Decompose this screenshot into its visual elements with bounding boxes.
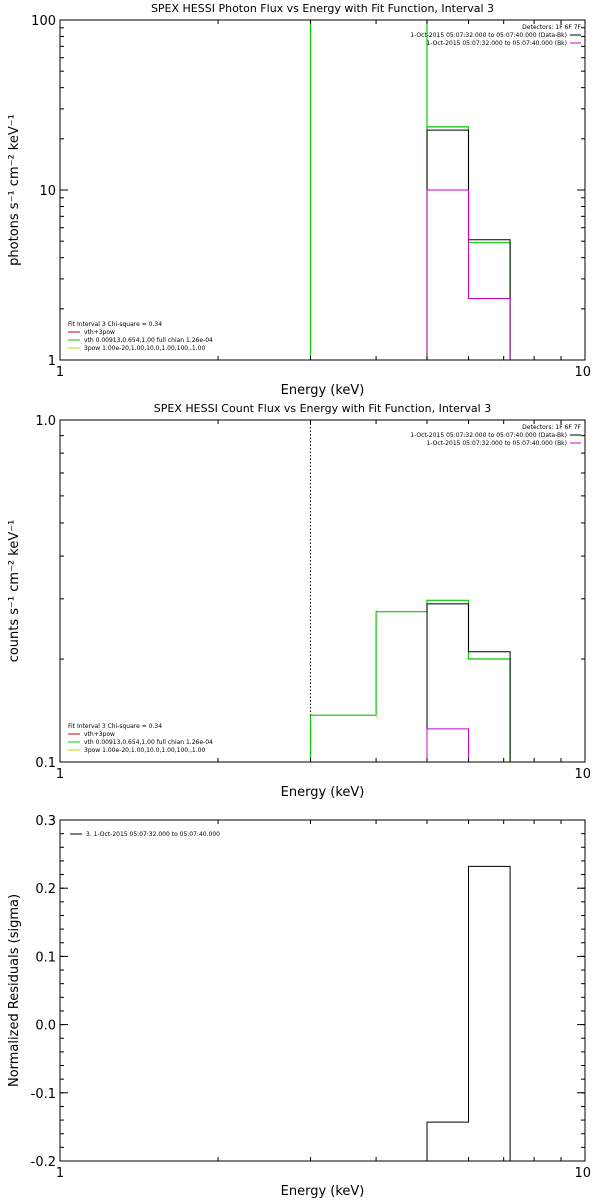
series-line-4 — [426, 129, 511, 360]
series-line-5 — [426, 189, 511, 360]
chart-panel-3: 1 10 -0.2 -0.1 0.0 0.1 0.2 0.3 Energy (keV) Norma… — [7, 814, 591, 1199]
y-tick-label: -0.1 — [31, 1087, 56, 1102]
y-tick-label: 1 — [48, 354, 56, 369]
series-line-1 — [426, 865, 511, 1161]
legend-header: Detectors: 1F 6F 7F — [522, 424, 581, 431]
y-axis-label: Normalized Residuals (sigma) — [7, 894, 22, 1087]
x-axis-label: Energy (keV) — [281, 785, 365, 800]
y-tick-label: 0.1 — [35, 756, 56, 771]
y-tick-label: 0.2 — [35, 882, 56, 897]
legend-entry-label: 1-Oct-2015 05:07:32.000 to 05:07:40.000 … — [427, 440, 568, 447]
legend-top-right: Detectors: 1F 6F 7F1-Oct-2015 05:07:32.0… — [410, 424, 581, 447]
legend-entry-label: 3. 1-Oct-2015 05:07:32.000 to 05:07:40.0… — [86, 831, 220, 838]
y-tick-label: 0.3 — [35, 814, 56, 829]
legend-bottom-left: Fit Interval 3 Chi-square = 0.34vth+3pow… — [68, 321, 213, 352]
plot-frame — [59, 419, 586, 763]
x-tick-label: 10 — [574, 365, 591, 380]
y-tick-label: 0.1 — [35, 950, 56, 965]
y-axis-label: counts s⁻¹ cm⁻² keV⁻¹ — [7, 520, 22, 663]
legend-entry-label: vth 0.00913,0.654,1.00 full chian 1.26e-… — [84, 337, 213, 344]
x-tick-label: 10 — [574, 1166, 591, 1181]
x-axis-label: Energy (keV) — [281, 383, 365, 398]
legend-entry-label: vth+3pow — [84, 731, 115, 738]
x-tick-label: 1 — [56, 1166, 64, 1181]
x-tick-label: 1 — [56, 767, 64, 782]
legend-entry-label: 3pow 1.00e-20,1.00,10.0,1.00,100.,1.00 — [84, 345, 205, 352]
legend-bottom-left: Fit Interval 3 Chi-square = 0.34vth+3pow… — [68, 723, 213, 754]
series-line-2 — [426, 603, 511, 762]
legend-header: Fit Interval 3 Chi-square = 0.34 — [68, 321, 162, 328]
y-tick-label: 0.0 — [35, 1019, 56, 1034]
y-tick-label: 10 — [39, 184, 56, 199]
y-tick-label: 100 — [31, 14, 56, 29]
legend-entry-label: 1-Oct-2015 05:07:32.000 to 05:07:40.000 … — [427, 40, 568, 47]
legend-top-right: Detectors: 1F 6F 7F1-Oct-2015 05:07:32.0… — [410, 24, 581, 47]
plot-frame — [59, 819, 586, 1162]
legend-entry-label: vth+3pow — [84, 329, 115, 336]
x-tick-label: 1 — [56, 365, 64, 380]
legend-entry-label: 3pow 1.00e-20,1.00,10.0,1.00,100.,1.00 — [84, 747, 205, 754]
chart-panel-1: SPEX HESSI Photon Flux vs Energy with Fi… — [7, 2, 591, 398]
legend-header: Detectors: 1F 6F 7F — [522, 24, 581, 31]
y-axis-label: photons s⁻¹ cm⁻² keV⁻¹ — [7, 114, 22, 266]
plot-frame — [59, 19, 586, 361]
chart-panel-2: SPEX HESSI Count Flux vs Energy with Fit… — [7, 402, 591, 800]
chart-title: SPEX HESSI Count Flux vs Energy with Fit… — [154, 402, 491, 415]
series-line-3 — [426, 728, 469, 762]
x-tick-label: 10 — [574, 767, 591, 782]
legend-entry-label: 1-Oct-2015 05:07:32.000 to 05:07:40.000 … — [410, 32, 567, 39]
chart-title: SPEX HESSI Photon Flux vs Energy with Fi… — [151, 2, 494, 15]
legend-entry-label: vth 0.00913,0.654,1.00 full chian 1.26e-… — [84, 739, 213, 746]
legend-header: Fit Interval 3 Chi-square = 0.34 — [68, 723, 162, 730]
y-tick-label: 1.0 — [35, 414, 56, 429]
legend-top-left: 3. 1-Oct-2015 05:07:32.000 to 05:07:40.0… — [70, 831, 220, 838]
series-line-1 — [309, 599, 511, 762]
legend-entry-label: 1-Oct-2015 05:07:32.000 to 05:07:40.000 … — [410, 432, 567, 439]
x-axis-label: Energy (keV) — [281, 1184, 365, 1199]
y-tick-label: -0.2 — [31, 1155, 56, 1170]
